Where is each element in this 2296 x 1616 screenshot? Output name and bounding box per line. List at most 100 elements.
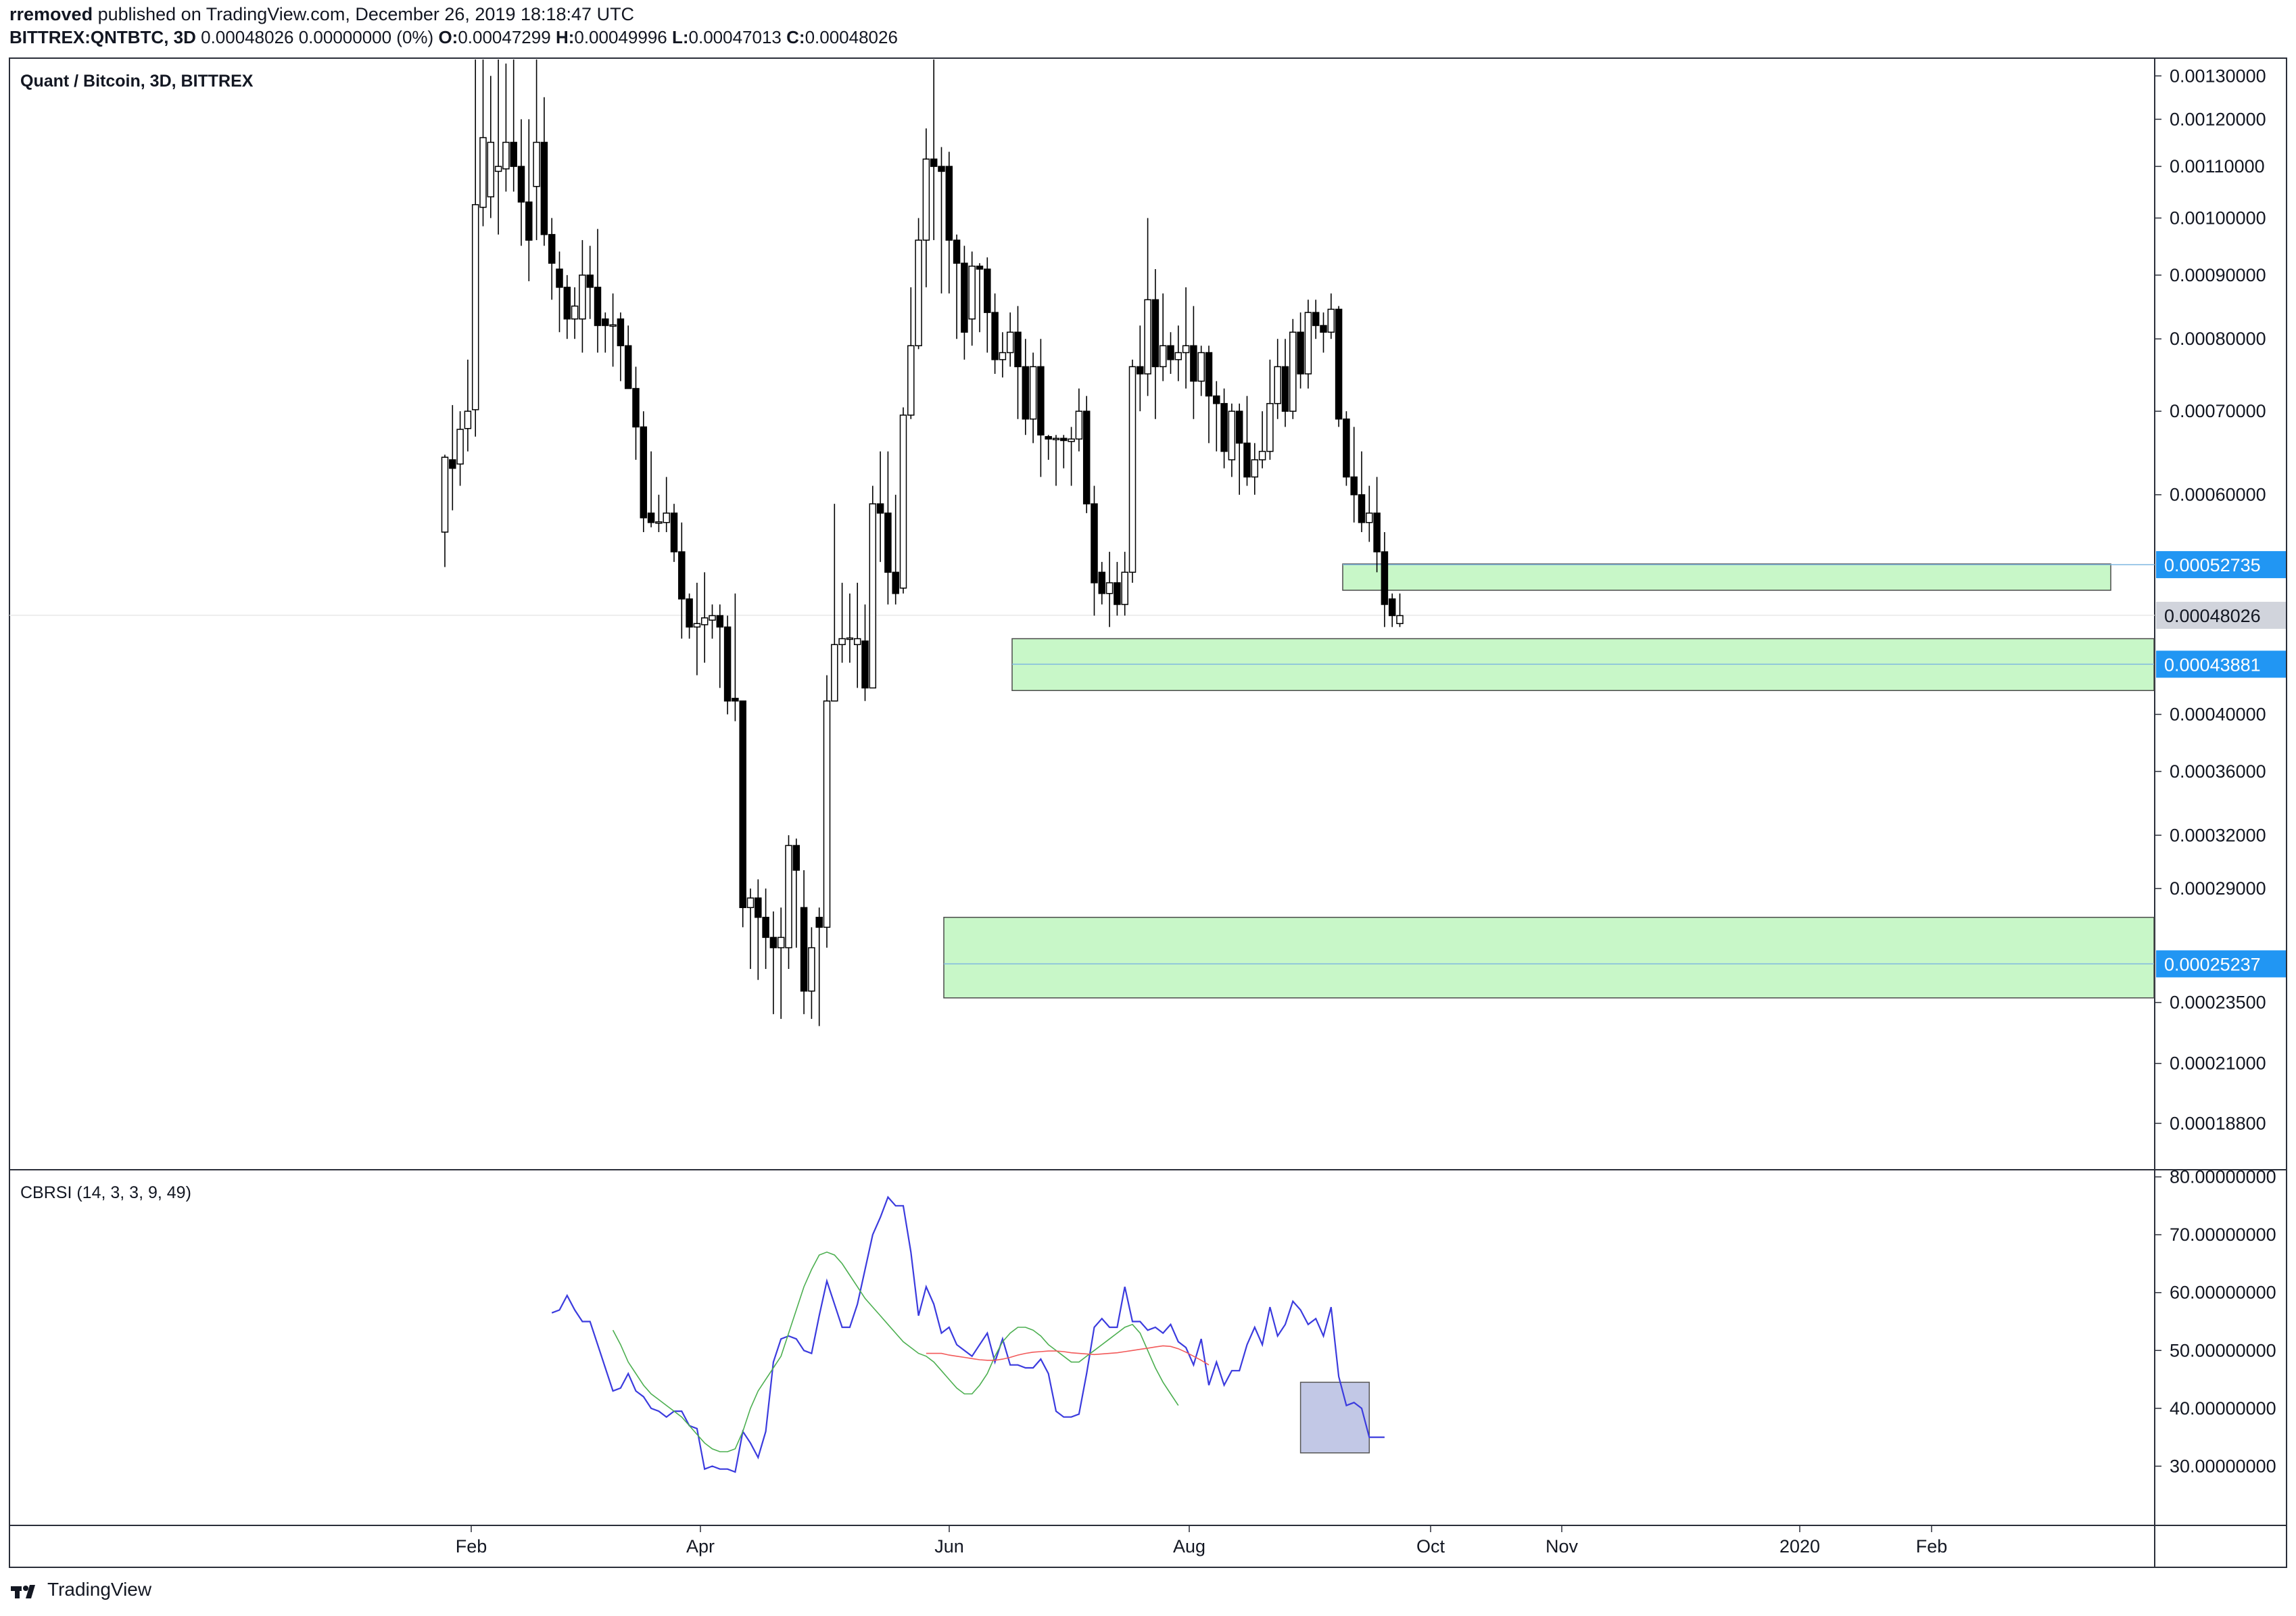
candle-body-down (739, 700, 746, 909)
price-tick-label: 0.00130000 (2170, 66, 2266, 86)
price-tick-label: 0.00040000 (2170, 705, 2266, 725)
candle (777, 907, 785, 1019)
candle-body-up (533, 141, 540, 187)
candle-body-down (755, 897, 762, 918)
candle-body-down (540, 141, 548, 235)
candle-body-up (655, 521, 663, 524)
open-value: 0.00047299 (458, 27, 551, 47)
candle-body-up (1052, 437, 1060, 441)
candle-body-down (984, 268, 991, 313)
ohlc-line: BITTREX:QNTBTC, 3D 0.00048026 0.00000000… (9, 27, 898, 47)
candle-body-up (1327, 308, 1335, 333)
candle (1060, 435, 1068, 469)
candle-body-down (1343, 418, 1350, 478)
candle-body-down (861, 640, 869, 689)
candle-body-down (953, 239, 961, 264)
published-text: published on TradingView.com, December 2… (97, 4, 635, 24)
author-name[interactable]: rremoved (9, 4, 93, 24)
time-axis[interactable]: Feb Apr Jun Aug Oct Nov 2020 Feb (456, 1525, 1948, 1556)
candle-body-down (670, 513, 678, 552)
candle (1251, 443, 1259, 495)
price-tick-label: 0.00021000 (2170, 1053, 2266, 1074)
candle (1366, 485, 1373, 542)
candle (1350, 427, 1358, 523)
candle-body-down (1213, 395, 1220, 404)
candle (853, 582, 861, 688)
candle-body-down (517, 166, 525, 203)
candle-body-down (1312, 312, 1320, 327)
candle (1304, 300, 1312, 389)
time-tick-label: Jun (934, 1536, 964, 1556)
candle (479, 60, 487, 227)
candle-body-up (746, 897, 755, 909)
oscillator-tick-label: 80.00000000 (2170, 1167, 2276, 1187)
time-tick-label: Oct (1416, 1536, 1445, 1556)
candle (899, 407, 907, 594)
candle (1220, 388, 1228, 469)
candle (953, 234, 961, 339)
candle (1006, 312, 1014, 367)
oscillator-axis: 80.00000000 70.00000000 60.00000000 50.0000… (2155, 1167, 2276, 1476)
candle (976, 263, 984, 333)
candle-body-down (1373, 513, 1381, 552)
candle (1258, 411, 1266, 469)
candle (884, 451, 892, 604)
candle-body-down (1045, 435, 1052, 440)
candle (617, 312, 625, 381)
resistance-zone[interactable] (1342, 563, 2111, 591)
candle-body-down (602, 318, 609, 327)
candle-body-down (732, 698, 739, 702)
candle (556, 252, 563, 333)
candle-body-down (1114, 582, 1121, 605)
candle-body-down (945, 166, 953, 241)
candle (1082, 396, 1091, 513)
candle-body-up (1228, 410, 1236, 460)
candle (602, 312, 609, 353)
candle-body-down (930, 158, 938, 167)
candle (525, 119, 533, 281)
price-tag-label: 0.00025237 (2164, 954, 2261, 974)
candle-body-up (502, 141, 510, 170)
candle (1068, 427, 1075, 486)
candle-body-up (1105, 582, 1114, 594)
candle (655, 494, 663, 532)
candle (449, 405, 456, 510)
candle-body-down (723, 626, 732, 702)
high-value: 0.00049996 (574, 27, 667, 47)
candle-body-up (1197, 352, 1205, 382)
candle (1014, 306, 1022, 419)
candle (1213, 381, 1220, 452)
candle (739, 700, 746, 928)
candle-body-up (1266, 403, 1274, 452)
candle (1098, 562, 1106, 604)
candle (876, 451, 884, 563)
support-zone-2[interactable] (943, 916, 2155, 999)
candle-body-up (1258, 450, 1266, 460)
price-axis[interactable]: 0.00130000 0.00120000 0.00110000 0.00100000… (2155, 66, 2266, 1133)
price-tag-label: 0.00052735 (2164, 555, 2261, 575)
candle-body-down (1190, 345, 1197, 382)
candle (1029, 352, 1037, 444)
oscillator-highlight-box[interactable] (1299, 1381, 1370, 1454)
candle-body-down (1037, 366, 1045, 436)
candle (1312, 300, 1320, 339)
candle-body-up (1274, 366, 1281, 404)
candle-body-up (1159, 345, 1167, 368)
candle (1144, 218, 1151, 396)
candle-body-up (456, 429, 464, 465)
candle (456, 411, 464, 486)
candle (823, 675, 831, 948)
oscillator-tick-label: 30.00000000 (2170, 1456, 2276, 1476)
candle-body-down (938, 166, 945, 172)
candle (1114, 562, 1121, 616)
candle (1320, 312, 1327, 353)
oscillator-tick-label: 70.00000000 (2170, 1225, 2276, 1245)
candle-body-up (1182, 345, 1190, 354)
candle-body-down (792, 845, 800, 871)
footer-brand[interactable]: TradingView (9, 1579, 151, 1600)
candle (1137, 325, 1144, 412)
candle (700, 572, 709, 663)
candle (517, 119, 525, 246)
candle-body-down (647, 513, 655, 523)
